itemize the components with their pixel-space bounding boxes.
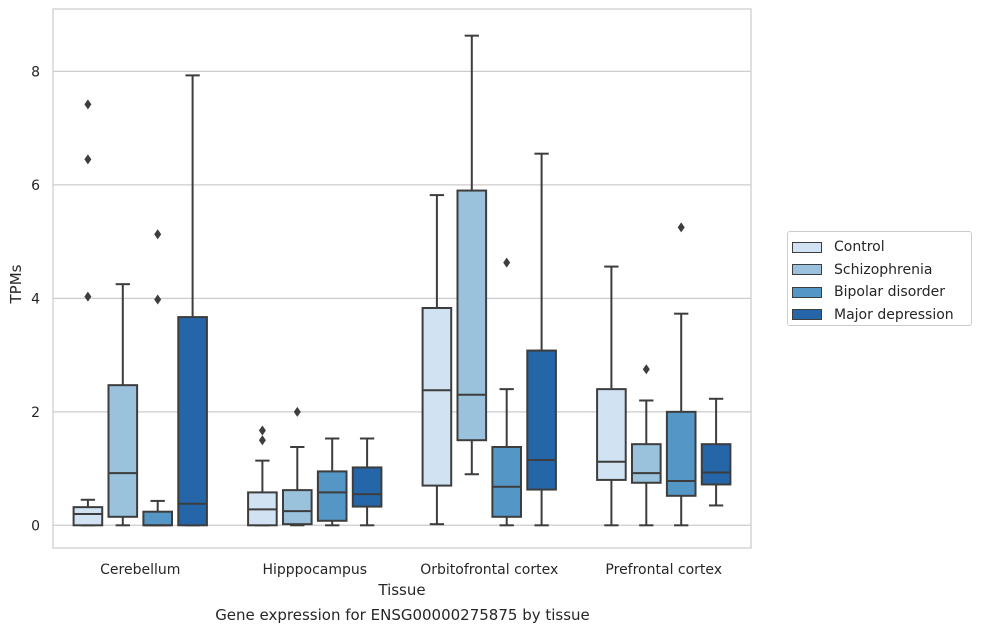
legend: Control Schizophrenia Bipolar disorder M… bbox=[787, 231, 972, 326]
y-axis-label: TPMs bbox=[7, 264, 25, 304]
legend-label: Bipolar disorder bbox=[834, 284, 946, 301]
box-group bbox=[281, 406, 313, 527]
outlier-point bbox=[154, 294, 162, 305]
box-group bbox=[491, 257, 523, 527]
box-iqr bbox=[421, 307, 453, 487]
y-tick-label: 6 bbox=[31, 178, 40, 194]
legend-label: Control bbox=[834, 239, 885, 256]
legend-item-major-depression: Major depression bbox=[792, 304, 971, 327]
box-group bbox=[596, 265, 627, 527]
x-tick-label: Hipppocampus bbox=[262, 562, 367, 578]
legend-item-schizophrenia: Schizophrenia bbox=[792, 259, 971, 282]
box-group bbox=[177, 74, 208, 527]
legend-label: Schizophrenia bbox=[834, 261, 933, 278]
chart-caption: Gene expression for ENSG00000275875 by t… bbox=[215, 606, 590, 624]
box-group bbox=[247, 425, 278, 527]
x-tick-label: Cerebellum bbox=[100, 562, 180, 578]
gridlines bbox=[53, 70, 751, 526]
legend-swatch-schizophrenia bbox=[792, 264, 822, 276]
y-tick-label: 0 bbox=[31, 518, 40, 534]
x-axis-label: Tissue bbox=[377, 581, 425, 599]
box-group bbox=[665, 222, 697, 527]
box-iqr bbox=[665, 410, 697, 497]
plot-frame bbox=[52, 8, 752, 549]
outlier-point bbox=[258, 425, 266, 436]
outlier-point bbox=[677, 222, 685, 233]
box-iqr bbox=[107, 384, 139, 518]
outlier-point bbox=[154, 229, 162, 240]
box-iqr bbox=[281, 489, 313, 526]
outlier-point bbox=[642, 364, 650, 375]
tick-labels: 0 2 4 6 8 Cerebellum Hipppocampus Orbitofrontal… bbox=[31, 64, 722, 578]
box-iqr bbox=[177, 316, 208, 527]
y-tick-label: 8 bbox=[31, 64, 40, 80]
box-iqr bbox=[700, 443, 732, 486]
box-iqr bbox=[491, 446, 523, 518]
outlier-point bbox=[503, 257, 511, 268]
outlier-point bbox=[84, 99, 92, 110]
legend-swatch-control bbox=[792, 241, 822, 253]
legend-swatch-major-depression bbox=[792, 309, 822, 321]
box-iqr bbox=[72, 506, 104, 527]
legend-label: Major depression bbox=[834, 306, 954, 323]
legend-item-control: Control bbox=[792, 236, 971, 259]
box-iqr bbox=[316, 470, 348, 522]
y-tick-label: 4 bbox=[31, 291, 40, 307]
box-iqr bbox=[596, 388, 627, 481]
box-group bbox=[421, 194, 453, 526]
box-group bbox=[456, 34, 488, 476]
outlier-point bbox=[84, 291, 92, 302]
outlier-point bbox=[84, 154, 92, 165]
box-group bbox=[351, 437, 383, 527]
box-group bbox=[316, 437, 348, 527]
box-iqr bbox=[351, 466, 383, 508]
box-layer bbox=[72, 34, 732, 527]
legend-item-bipolar-disorder: Bipolar disorder bbox=[792, 281, 971, 304]
x-tick-label: Prefrontal cortex bbox=[605, 562, 722, 578]
box-group bbox=[72, 99, 104, 527]
box-iqr bbox=[630, 443, 662, 484]
y-tick-label: 2 bbox=[31, 405, 40, 421]
box-group bbox=[107, 283, 139, 527]
box-iqr bbox=[456, 189, 488, 442]
box-group bbox=[526, 152, 557, 527]
outlier-point bbox=[258, 435, 266, 446]
box-group bbox=[700, 397, 732, 507]
x-tick-label: Orbitofrontal cortex bbox=[420, 562, 558, 578]
box-group bbox=[142, 229, 174, 527]
box-group bbox=[630, 364, 662, 527]
box-iqr bbox=[142, 510, 174, 527]
legend-swatch-bipolar-disorder bbox=[792, 286, 822, 298]
box-iqr bbox=[526, 349, 557, 491]
outlier-point bbox=[293, 406, 301, 417]
